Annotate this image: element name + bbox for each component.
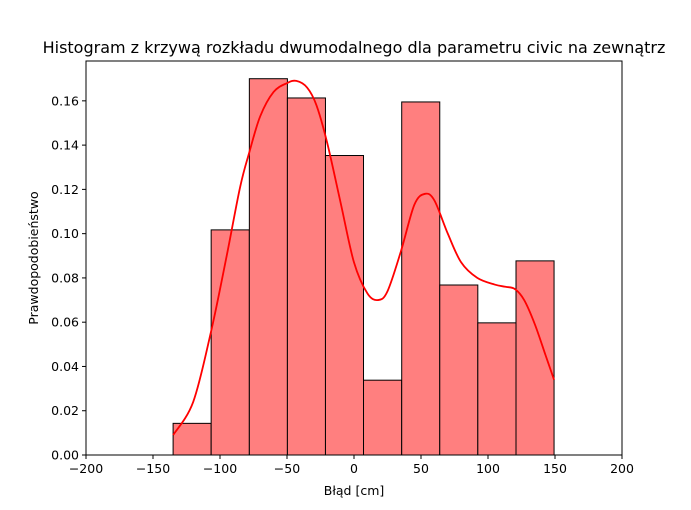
y-tick-label: 0.02	[51, 403, 79, 418]
y-tick-label: 0.14	[51, 138, 79, 153]
x-tick-label: 200	[610, 461, 634, 476]
y-tick-label: 0.16	[51, 93, 79, 108]
x-tick-label: 100	[476, 461, 500, 476]
x-tick-label: −100	[203, 461, 237, 476]
y-tick-label: 0.00	[51, 448, 79, 463]
chart-title: Histogram z krzywą rozkładu dwumodalnego…	[43, 38, 666, 57]
x-tick-label: −200	[69, 461, 103, 476]
y-axis-label: Prawdopodobieństwo	[26, 191, 41, 324]
histogram-bar-7	[401, 101, 441, 456]
histogram-bars	[172, 78, 555, 456]
x-tick-label: −150	[136, 461, 170, 476]
y-axis-ticks: 0.00 0.02 0.04 0.06 0.08 0.10 0.12 0.14 0.16	[51, 93, 86, 463]
histogram-bar-3	[248, 78, 288, 456]
density-curve	[172, 79, 555, 436]
histogram-bar-5	[324, 155, 365, 456]
x-tick-label: 50	[413, 461, 429, 476]
y-tick-label: 0.04	[51, 359, 79, 374]
y-tick-label: 0.08	[51, 270, 79, 285]
histogram-bar-1	[172, 422, 212, 456]
x-tick-label: 150	[543, 461, 567, 476]
histogram-bar-8	[439, 284, 479, 456]
x-axis-ticks: −200 −150 −100 −50 0 50 100 150 200	[69, 455, 634, 476]
x-axis-label: Błąd [cm]	[324, 483, 385, 498]
histogram-bar-4	[286, 97, 326, 456]
y-tick-label: 0.06	[51, 315, 79, 330]
y-tick-label: 0.10	[51, 226, 79, 241]
histogram-bar-2	[210, 229, 250, 456]
histogram-bar-10	[515, 260, 555, 456]
histogram-bar-6	[363, 379, 403, 456]
x-tick-label: 0	[350, 461, 358, 476]
histogram-bar-9	[477, 322, 517, 456]
y-tick-label: 0.12	[51, 182, 79, 197]
x-tick-label: −50	[274, 461, 300, 476]
